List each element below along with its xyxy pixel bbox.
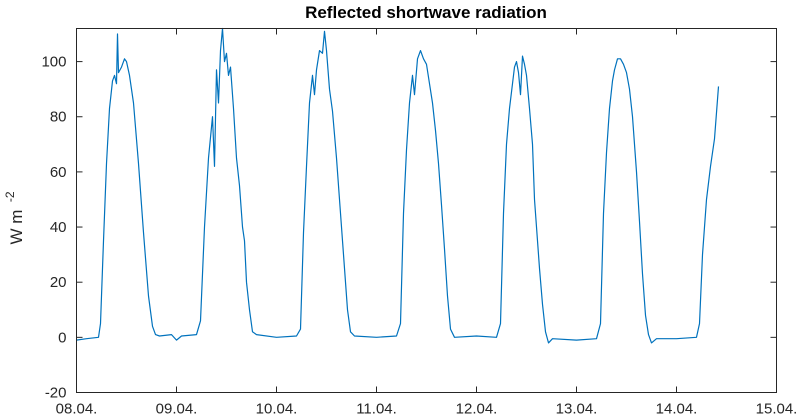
y-axis-label-text: W m <box>7 210 26 245</box>
x-tick-label: 08.04. <box>56 401 98 418</box>
x-tick-label: 09.04. <box>156 401 198 418</box>
svg-text:W m -2: W m -2 <box>3 191 26 244</box>
y-tick-label: 40 <box>50 219 67 236</box>
y-tick-label: 100 <box>41 54 66 71</box>
y-tick-label: -20 <box>45 385 67 402</box>
x-tick-label: 14.04. <box>656 401 698 418</box>
tick-layer: 08.04. 09.04. 10.04. 11.04. 12.04. 13.04. 14.0… <box>41 28 798 418</box>
y-axis-label: W m -2 <box>3 191 26 244</box>
y-tick-label: 60 <box>50 164 67 181</box>
series-line-reflected-shortwave <box>76 27 720 344</box>
chart-title: Reflected shortwave radiation <box>305 3 547 22</box>
x-tick-label: 12.04. <box>456 401 498 418</box>
x-tick-label: 11.04. <box>356 401 397 418</box>
y-tick-label: 0 <box>58 329 66 346</box>
y-axis-label-superscript: -2 <box>3 191 17 202</box>
x-tick-label: 15.04. <box>756 401 798 418</box>
y-tick-label: 20 <box>50 274 67 291</box>
x-tick-label: 13.04. <box>556 401 598 418</box>
x-tick-label: 10.04. <box>256 401 298 418</box>
y-tick-label: 80 <box>50 109 67 126</box>
plot-area-frame <box>76 28 777 393</box>
